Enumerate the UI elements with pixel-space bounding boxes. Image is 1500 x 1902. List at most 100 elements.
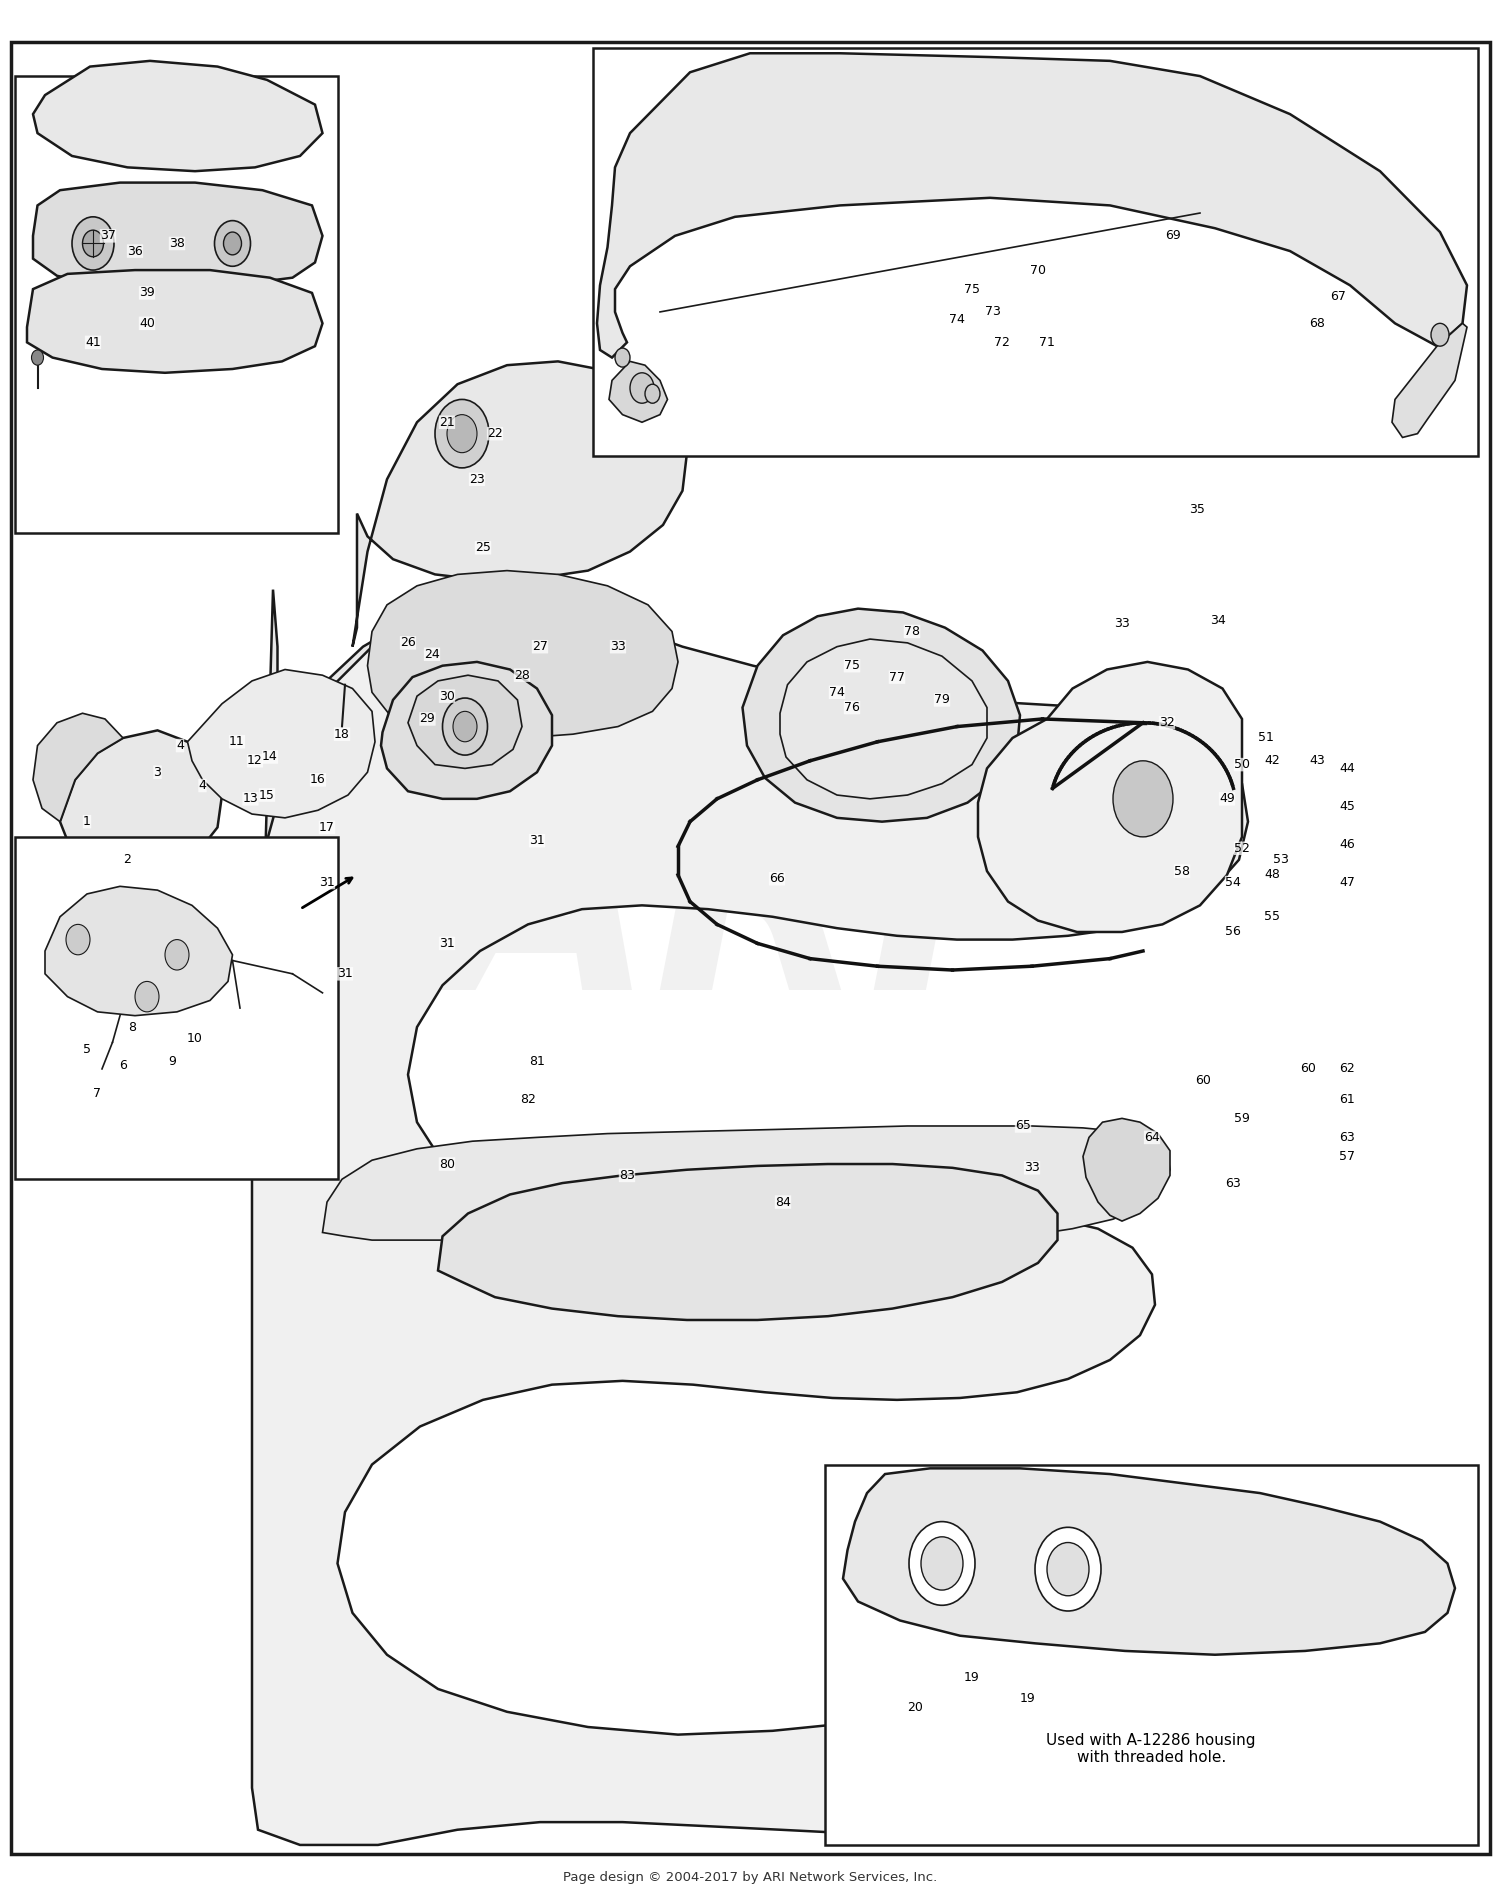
Text: 60: 60 [1300, 1063, 1316, 1075]
Text: 62: 62 [1340, 1063, 1354, 1075]
Text: 23: 23 [470, 474, 484, 485]
Polygon shape [322, 1126, 1170, 1246]
Text: 74: 74 [950, 314, 964, 325]
Text: 49: 49 [1220, 793, 1234, 805]
Polygon shape [742, 609, 1020, 822]
Text: 53: 53 [1274, 854, 1288, 865]
Circle shape [615, 348, 630, 367]
Polygon shape [368, 571, 678, 738]
Text: 83: 83 [620, 1170, 634, 1181]
Circle shape [645, 384, 660, 403]
Text: 63: 63 [1226, 1177, 1240, 1189]
Text: 8: 8 [128, 1021, 136, 1033]
Text: 68: 68 [1310, 318, 1324, 329]
Text: 7: 7 [93, 1088, 102, 1099]
Text: 39: 39 [140, 287, 154, 299]
Text: 59: 59 [1234, 1113, 1250, 1124]
Text: 37: 37 [100, 230, 116, 242]
Text: 40: 40 [140, 318, 154, 329]
Polygon shape [33, 183, 322, 289]
Text: 55: 55 [1264, 911, 1280, 922]
Text: 34: 34 [1210, 614, 1225, 626]
Text: 31: 31 [440, 938, 454, 949]
Text: 66: 66 [770, 873, 784, 884]
Polygon shape [352, 361, 687, 647]
Text: 24: 24 [424, 649, 439, 660]
Text: 21: 21 [440, 417, 454, 428]
Text: 1: 1 [82, 816, 92, 827]
Text: 60: 60 [1196, 1075, 1210, 1086]
Text: 33: 33 [1114, 618, 1130, 630]
Text: 14: 14 [262, 751, 278, 763]
Text: 32: 32 [1160, 717, 1174, 728]
Text: 41: 41 [86, 337, 100, 348]
Text: Used with A-12286 housing
with threaded hole.: Used with A-12286 housing with threaded … [1047, 1733, 1256, 1765]
Circle shape [435, 399, 489, 468]
Circle shape [72, 217, 114, 270]
Text: 5: 5 [82, 1044, 92, 1056]
Text: 17: 17 [320, 822, 334, 833]
Text: 9: 9 [168, 1056, 177, 1067]
Bar [825, 1465, 1478, 1845]
Text: 10: 10 [188, 1033, 202, 1044]
Polygon shape [408, 675, 522, 768]
Text: 72: 72 [994, 337, 1010, 348]
Circle shape [214, 221, 250, 266]
Text: 81: 81 [530, 1056, 544, 1067]
Text: 57: 57 [1340, 1151, 1354, 1162]
Text: 29: 29 [420, 713, 435, 725]
Text: 63: 63 [1340, 1132, 1354, 1143]
Text: 36: 36 [128, 245, 142, 257]
Text: ARI: ARI [440, 778, 970, 1048]
Text: 51: 51 [1258, 732, 1274, 744]
Circle shape [447, 415, 477, 453]
Text: 75: 75 [844, 660, 859, 671]
Polygon shape [1392, 323, 1467, 437]
Text: 43: 43 [1310, 755, 1324, 767]
Circle shape [442, 698, 488, 755]
Text: 75: 75 [964, 283, 980, 295]
Polygon shape [27, 270, 322, 373]
Text: 19: 19 [964, 1672, 980, 1683]
Polygon shape [33, 713, 123, 822]
Text: 78: 78 [904, 626, 920, 637]
Text: 42: 42 [1264, 755, 1280, 767]
Polygon shape [438, 1164, 1058, 1320]
Text: 69: 69 [1166, 230, 1180, 242]
Polygon shape [188, 670, 375, 818]
Bar [15, 76, 338, 533]
Text: 77: 77 [890, 671, 904, 683]
Text: 50: 50 [1234, 759, 1250, 770]
Polygon shape [262, 590, 588, 951]
Text: 33: 33 [610, 641, 626, 652]
Text: 31: 31 [338, 968, 352, 980]
Text: 30: 30 [440, 690, 454, 702]
Text: 38: 38 [170, 238, 184, 249]
Polygon shape [1083, 1118, 1170, 1221]
Bar [592, 48, 1478, 456]
Polygon shape [780, 639, 987, 799]
Polygon shape [597, 53, 1467, 358]
Text: 25: 25 [476, 542, 490, 553]
Circle shape [82, 230, 104, 257]
Text: 65: 65 [1016, 1120, 1031, 1132]
Text: 73: 73 [986, 306, 1000, 318]
Text: 18: 18 [334, 728, 350, 740]
Text: 46: 46 [1340, 839, 1354, 850]
Text: 11: 11 [230, 736, 244, 747]
Polygon shape [60, 730, 222, 871]
Circle shape [1047, 1543, 1089, 1596]
Text: 6: 6 [118, 1059, 128, 1071]
Text: 61: 61 [1340, 1094, 1354, 1105]
Text: 47: 47 [1340, 877, 1354, 888]
Text: 67: 67 [1330, 291, 1346, 302]
Text: 70: 70 [1030, 264, 1045, 276]
Text: 13: 13 [243, 793, 258, 805]
Text: 76: 76 [844, 702, 859, 713]
Text: 31: 31 [530, 835, 544, 846]
Text: 28: 28 [514, 670, 529, 681]
Circle shape [32, 350, 44, 365]
Text: 3: 3 [153, 767, 162, 778]
Text: 84: 84 [776, 1196, 790, 1208]
Circle shape [66, 924, 90, 955]
